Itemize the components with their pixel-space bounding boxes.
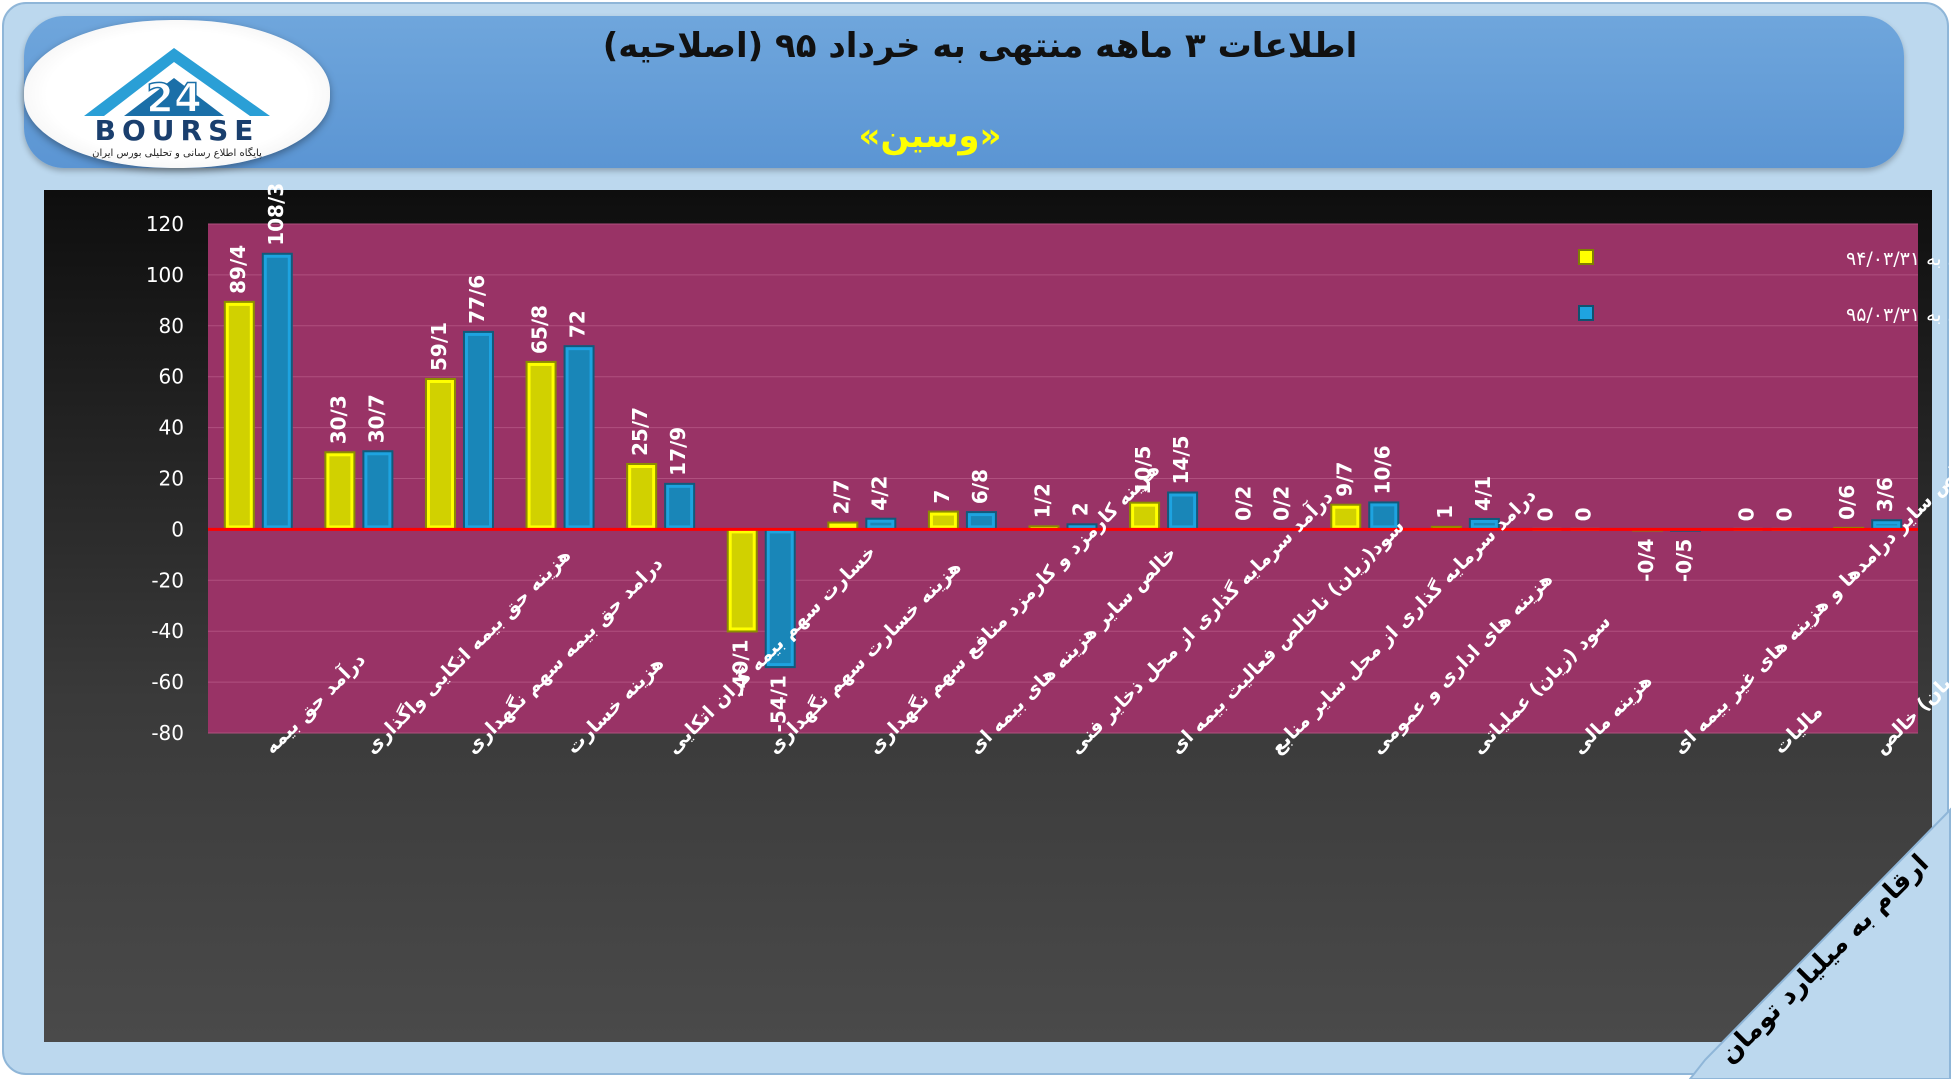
data-label-series-1: 0 bbox=[1533, 507, 1557, 521]
data-label-series-2: 6/8 bbox=[968, 469, 992, 504]
bar-bevel-series-1 bbox=[1335, 508, 1357, 526]
bar-bevel-series-1 bbox=[228, 305, 250, 526]
data-label-series-2: 72 bbox=[566, 310, 590, 338]
data-label-series-2: 4/2 bbox=[867, 476, 891, 511]
data-label-series-1: 10/5 bbox=[1131, 446, 1155, 495]
y-tick-label: 0 bbox=[171, 517, 184, 541]
logo-number: 24 bbox=[146, 76, 202, 122]
data-label-series-1: 9/7 bbox=[1332, 462, 1356, 497]
data-label-series-1: -0/4 bbox=[1634, 538, 1658, 581]
bar-bevel-series-1 bbox=[329, 456, 351, 526]
data-label-series-2: 0 bbox=[1773, 507, 1797, 521]
y-tick-label: 40 bbox=[159, 416, 184, 440]
bar-bevel-series-2 bbox=[1876, 524, 1898, 526]
data-label-series-1: 65/8 bbox=[528, 305, 552, 354]
bourse24-logo: 24 BOURSE پایگاه اطلاع رسانی و تحلیلی بو… bbox=[24, 20, 330, 168]
company-name: «وسین» bbox=[858, 116, 1002, 156]
data-label-series-1: 2/7 bbox=[829, 479, 853, 514]
y-tick-label: -20 bbox=[151, 568, 184, 592]
data-label-series-1: 0/6 bbox=[1835, 485, 1859, 520]
data-label-series-2: 4/1 bbox=[1471, 476, 1495, 511]
bar-bevel-series-2 bbox=[970, 516, 992, 526]
bar-bevel-series-2 bbox=[769, 533, 791, 664]
data-label-series-2: 30/7 bbox=[364, 394, 388, 443]
data-label-series-2: 14/5 bbox=[1169, 435, 1193, 484]
bar-bevel-series-2 bbox=[568, 350, 590, 526]
data-label-series-2: 0/2 bbox=[1270, 486, 1294, 521]
data-label-series-1: 30/3 bbox=[326, 395, 350, 444]
data-label-series-1: 0 bbox=[1735, 507, 1759, 521]
logo-roof-icon bbox=[84, 48, 270, 116]
y-tick-label: -60 bbox=[151, 670, 184, 694]
logo-graphic: 24 BOURSE پایگاه اطلاع رسانی و تحلیلی بو… bbox=[84, 48, 270, 159]
y-tick-label: -40 bbox=[151, 619, 184, 643]
y-tick-label: 120 bbox=[146, 212, 184, 236]
data-label-series-1: 59/1 bbox=[427, 322, 451, 371]
data-label-series-2: 3/6 bbox=[1873, 477, 1897, 512]
bar-bevel-series-1 bbox=[429, 382, 451, 526]
data-label-series-1: 7 bbox=[930, 490, 954, 504]
bar-bevel-series-1 bbox=[1134, 506, 1156, 526]
bar-bevel-series-1 bbox=[932, 515, 954, 526]
bar-bevel-series-2 bbox=[367, 455, 389, 526]
data-label-series-1: 25/7 bbox=[628, 407, 652, 456]
legend-swatch-series-1 bbox=[1578, 249, 1594, 265]
bar-bevel-series-2 bbox=[1373, 506, 1395, 526]
logo-inner-roof-icon bbox=[124, 78, 224, 116]
bar-bevel-series-2 bbox=[467, 335, 489, 526]
data-label-series-1: 89/4 bbox=[226, 245, 250, 294]
data-label-series-2: 77/6 bbox=[465, 275, 489, 324]
y-tick-label: 20 bbox=[159, 467, 184, 491]
bar-bevel-series-2 bbox=[669, 487, 691, 526]
y-tick-label: 60 bbox=[159, 365, 184, 389]
data-label-series-2: 17/9 bbox=[666, 427, 690, 476]
bar-bevel-series-2 bbox=[1473, 522, 1495, 526]
data-label-series-2: -0/5 bbox=[1672, 539, 1696, 582]
legend-swatch-series-2 bbox=[1578, 305, 1594, 321]
bar-bevel-series-1 bbox=[631, 467, 653, 526]
bar-bevel-series-2 bbox=[870, 522, 892, 526]
y-tick-label: 80 bbox=[159, 314, 184, 338]
bar-bevel-series-1 bbox=[530, 365, 552, 526]
data-label-series-2: 2 bbox=[1069, 502, 1093, 516]
bar-bevel-series-2 bbox=[266, 257, 288, 526]
page-title: اطلاعات ۳ ماهه منتهی به خرداد ۹۵ (اصلاحی… bbox=[602, 26, 1358, 66]
bar-bevel-series-1 bbox=[731, 533, 753, 628]
unit-band-shape bbox=[1688, 807, 1951, 1079]
y-tick-label: -80 bbox=[151, 721, 184, 745]
y-tick-label: 100 bbox=[146, 263, 184, 287]
data-label-series-1: -40/1 bbox=[729, 639, 753, 696]
logo-brand-text: BOURSE bbox=[95, 114, 260, 147]
logo-tagline: پایگاه اطلاع رسانی و تحلیلی بورس ایران bbox=[92, 147, 262, 159]
legend-label-series-1: عملکرد منتهی به ۹۴/۰۳/۳۱ bbox=[1846, 248, 1953, 270]
data-label-series-2: -54/1 bbox=[767, 675, 791, 732]
data-label-series-1: 0/2 bbox=[1232, 486, 1256, 521]
data-label-series-1: 1/2 bbox=[1031, 483, 1055, 518]
data-label-series-1: 1 bbox=[1433, 505, 1457, 519]
legend-label-series-2: عملکرد منتهی به ۹۵/۰۳/۳۱ bbox=[1846, 304, 1953, 326]
data-label-series-2: 108/3 bbox=[264, 183, 288, 246]
data-label-series-2: 0 bbox=[1571, 507, 1595, 521]
bar-bevel-series-2 bbox=[1172, 496, 1194, 526]
data-label-series-2: 10/6 bbox=[1370, 445, 1394, 494]
header-banner bbox=[24, 16, 1904, 168]
